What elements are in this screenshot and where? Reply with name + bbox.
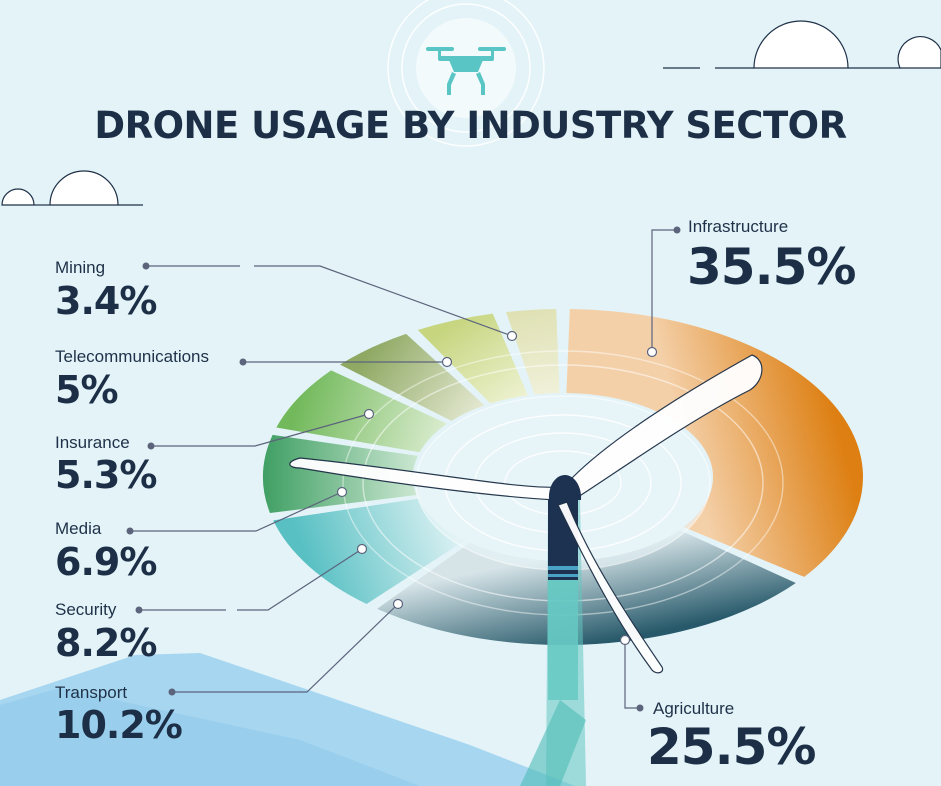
label-transport: Transport [55,683,128,702]
value-insurance: 5.3% [55,453,157,497]
drone-icon [387,0,545,147]
cloud-decoration [1,20,941,206]
leader-dot-infrastructure [646,346,658,358]
leader-line-transport [172,603,399,693]
label-telecommunications: Telecommunications [55,347,210,366]
leader-dot-telecommunications [441,356,453,368]
horizon-lines [34,67,900,206]
leader-line-media [130,491,343,532]
label-agriculture: Agriculture [653,699,735,718]
slice-mining [506,309,560,395]
slice-insurance [339,333,485,421]
leader-dot-mining [506,330,518,342]
slice-media [276,370,448,453]
leader-dot-transport [392,598,404,610]
leader-end-agriculture [636,704,644,712]
label-insurance: Insurance [55,433,130,452]
leader-end-infrastructure [673,226,681,234]
value-transport: 10.2% [55,703,183,747]
leader-end-security [135,606,143,614]
label-mining: Mining [55,258,106,277]
leader-line-agriculture [624,640,640,709]
leader-end-telecommunications [239,358,247,366]
label-security: Security [55,600,117,619]
value-media: 6.9% [55,540,157,584]
leader-dot-insurance [363,408,375,420]
leader-dots [126,226,681,712]
value-security: 8.2% [55,621,157,665]
wind-turbine [289,354,763,786]
leader-end-media [126,527,134,535]
leader-dot-media [336,486,348,498]
donut-chart [263,309,864,645]
chart-title: DRONE USAGE BY INDUSTRY SECTOR [94,104,847,147]
leader-end-mining [142,262,150,270]
leader-line-mining [146,265,513,337]
leader-dot-agriculture [619,634,631,646]
slice-telecommunications [417,313,528,404]
slice-agriculture [377,529,796,645]
value-mining: 3.4% [55,279,157,323]
slice-infrastructure [566,309,864,577]
slice-transport [273,498,465,604]
leader-line-insurance [151,413,370,447]
leader-dot-security [356,543,368,555]
label-media: Media [55,519,102,538]
leader-end-transport [168,688,176,696]
ground-shape-dark [0,688,420,786]
value-telecommunications: 5% [55,368,119,412]
value-infrastructure: 35.5% [687,238,856,296]
label-infrastructure: Infrastructure [688,217,789,236]
leader-line-infrastructure [651,229,677,352]
leader-line-security [139,548,363,611]
value-agriculture: 25.5% [647,718,816,776]
leader-end-insurance [147,442,155,450]
